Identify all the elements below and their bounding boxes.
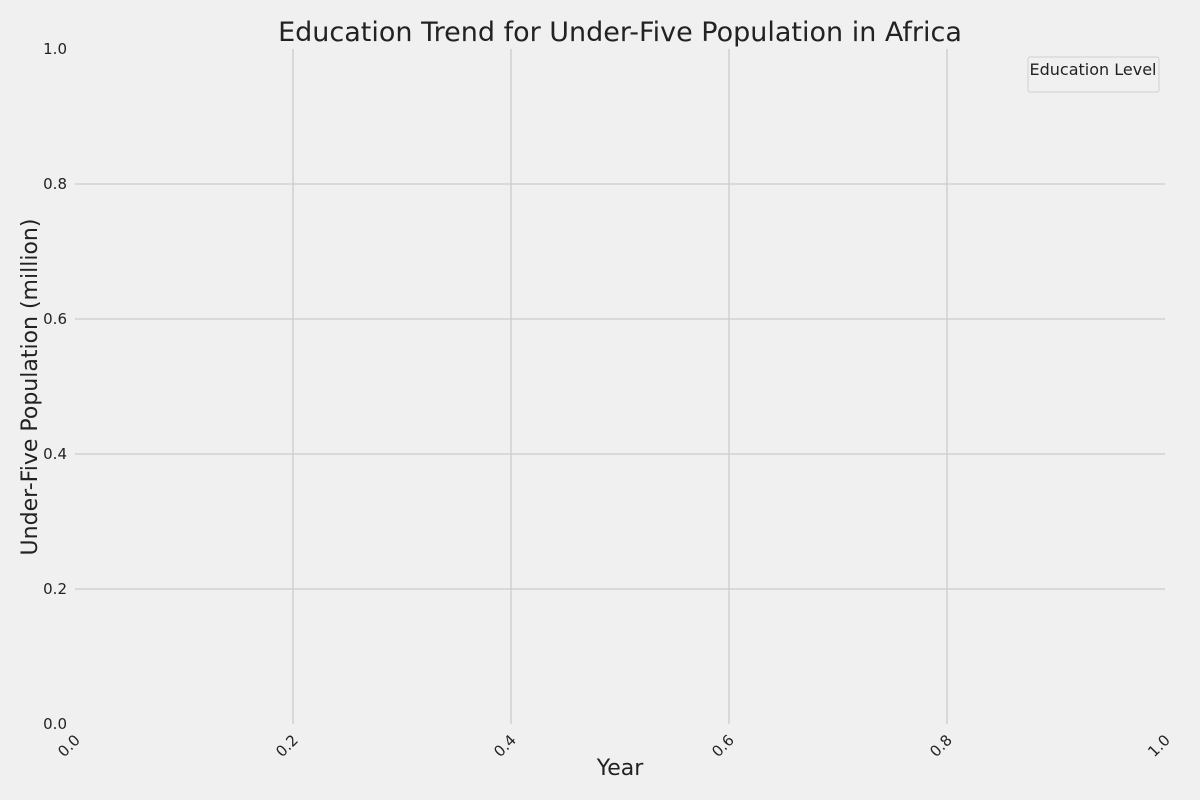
legend-title: Education Level	[1030, 60, 1157, 79]
legend-box	[1027, 56, 1160, 93]
y-axis-label: Under-Five Population (million)	[18, 219, 43, 556]
y-tick-label: 0.4	[43, 445, 67, 463]
y-tick-label: 0.0	[43, 715, 67, 733]
grid	[75, 49, 1165, 724]
y-tick-label: 0.2	[43, 580, 67, 598]
tick-labels: 0.00.20.40.60.81.00.0 0.2 0.4 0.6 0.8 1.0	[43, 40, 1174, 761]
legend: Education Level	[1027, 56, 1160, 93]
x-axis-label: Year	[596, 756, 645, 781]
y-tick-label: 0.8	[43, 175, 67, 193]
y-tick-label: 1.0	[43, 40, 67, 58]
chart-title: Education Trend for Under-Five Populatio…	[278, 17, 962, 48]
y-tick-label: 0.6	[43, 310, 67, 328]
